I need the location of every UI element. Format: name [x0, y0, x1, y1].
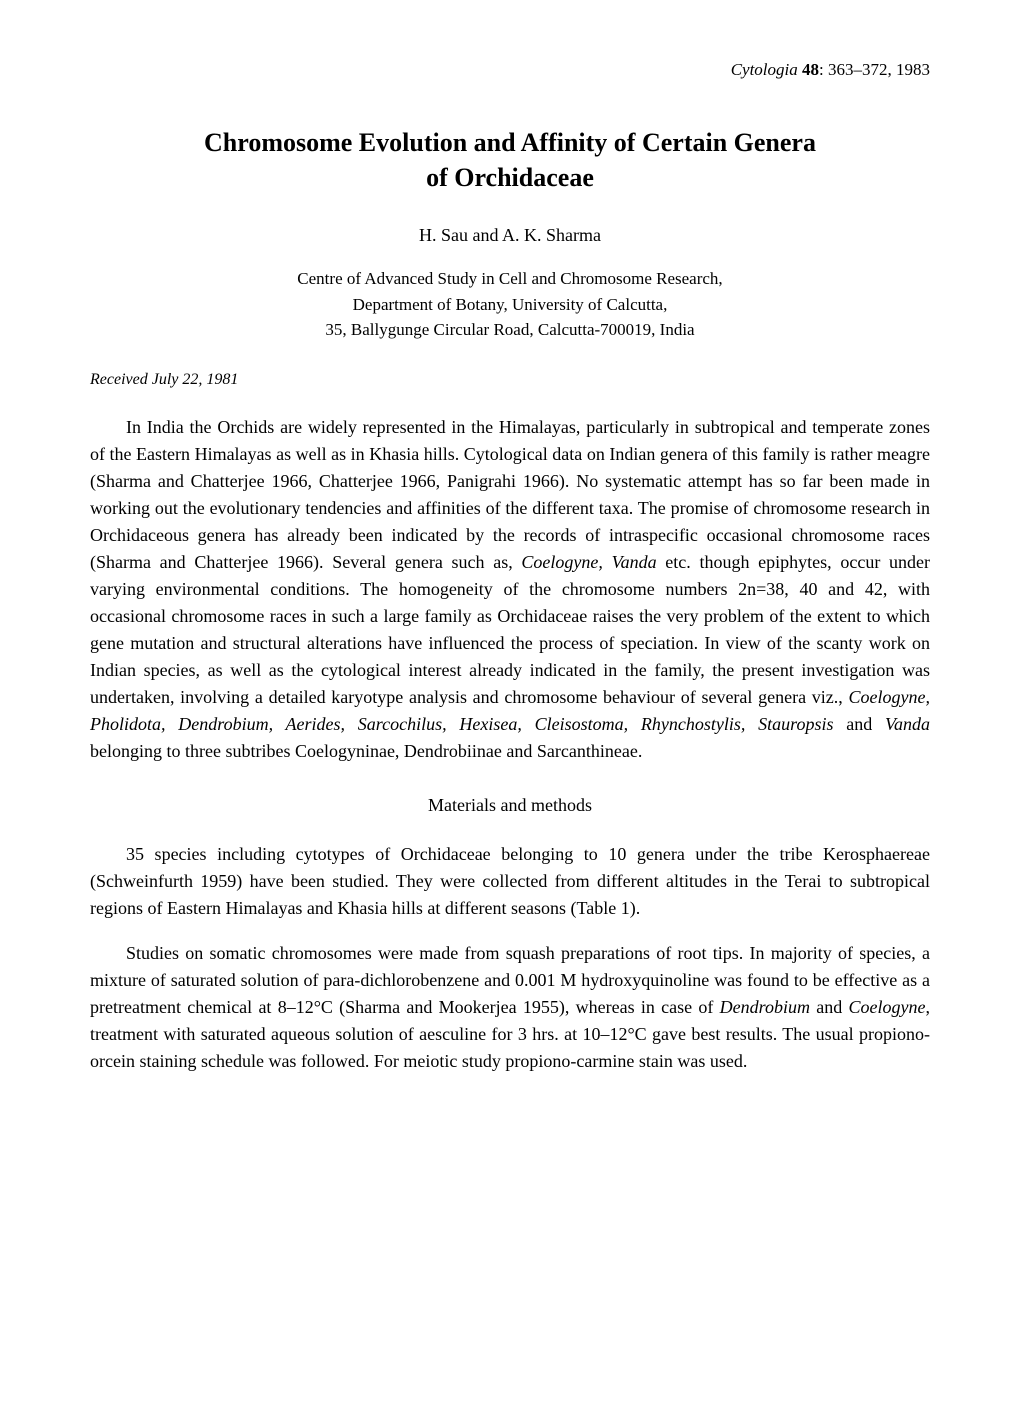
journal-name: Cytologia: [731, 60, 802, 79]
para1-text-b: etc. though epiphytes, occur under varyi…: [90, 552, 930, 707]
para1-genus-1: Coelogyne, Vanda: [521, 552, 656, 572]
section-heading-materials: Materials and methods: [90, 795, 930, 816]
materials-paragraph-1: 35 species including cytotypes of Orchid…: [90, 841, 930, 922]
para1-text-c: and: [833, 714, 885, 734]
affiliation: Centre of Advanced Study in Cell and Chr…: [90, 266, 930, 343]
journal-volume: 48: [802, 60, 819, 79]
title-line-1: Chromosome Evolution and Affinity of Cer…: [204, 128, 816, 157]
para3-genus-2: Coelogyne: [849, 997, 926, 1017]
para1-text-a: In India the Orchids are widely represen…: [90, 417, 930, 572]
para3-text-b: and: [810, 997, 849, 1017]
paper-title: Chromosome Evolution and Affinity of Cer…: [90, 125, 930, 195]
para1-text-d: belonging to three subtribes Coelogynina…: [90, 741, 642, 761]
para1-genus-3: Vanda: [885, 714, 930, 734]
para3-genus-1: Dendrobium: [720, 997, 810, 1017]
affiliation-line-2: Department of Botany, University of Calc…: [353, 295, 668, 314]
title-line-2: of Orchidaceae: [426, 163, 594, 192]
journal-pages-year: : 363–372, 1983: [819, 60, 930, 79]
affiliation-line-1: Centre of Advanced Study in Cell and Chr…: [297, 269, 722, 288]
materials-paragraph-2: Studies on somatic chromosomes were made…: [90, 940, 930, 1075]
journal-citation: Cytologia 48: 363–372, 1983: [90, 60, 930, 80]
received-date: Received July 22, 1981: [90, 371, 930, 389]
introduction-paragraph: In India the Orchids are widely represen…: [90, 414, 930, 765]
affiliation-line-3: 35, Ballygunge Circular Road, Calcutta-7…: [325, 320, 694, 339]
authors: H. Sau and A. K. Sharma: [90, 225, 930, 246]
